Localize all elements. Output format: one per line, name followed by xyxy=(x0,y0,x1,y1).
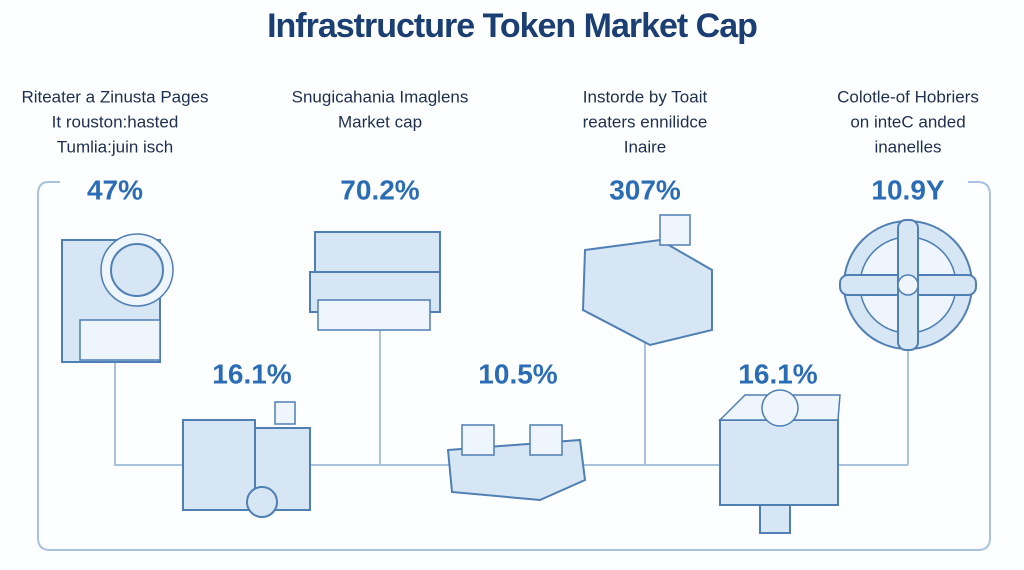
icon-tray xyxy=(446,424,587,502)
title: Infrastructure Token Market Cap xyxy=(267,7,757,45)
item-label: Colotle-of Hobriers xyxy=(837,87,979,106)
item-label: Snugicahania Imaglens xyxy=(292,87,469,106)
icon-cube xyxy=(718,389,841,534)
item-value: 10.5% xyxy=(478,358,557,389)
item-value: 10.9Y xyxy=(871,174,944,205)
item-label: Instorde by Toait xyxy=(583,87,708,106)
connectors xyxy=(37,181,991,551)
item-label: Riteater a Zinusta Pages xyxy=(21,87,208,106)
item-label: Tumlia:juin isch xyxy=(57,137,174,156)
item-value: 307% xyxy=(609,174,681,205)
item-value: 70.2% xyxy=(340,174,419,205)
icon-server xyxy=(61,233,174,363)
item-label: Market cap xyxy=(338,112,422,131)
icon-devices xyxy=(182,401,311,518)
item-label: Inaire xyxy=(624,137,667,156)
icon-machine xyxy=(581,214,713,347)
item-value: 16.1% xyxy=(212,358,291,389)
item-label: on inteC anded xyxy=(850,112,965,131)
item-label: It rouston:hasted xyxy=(52,112,179,131)
icon-stack xyxy=(309,231,441,331)
icon-gear xyxy=(839,219,977,351)
item-value: 16.1% xyxy=(738,358,817,389)
item-value: 47% xyxy=(87,174,143,205)
item-label: reaters ennilidce xyxy=(583,112,708,131)
item-label: inanelles xyxy=(874,137,941,156)
